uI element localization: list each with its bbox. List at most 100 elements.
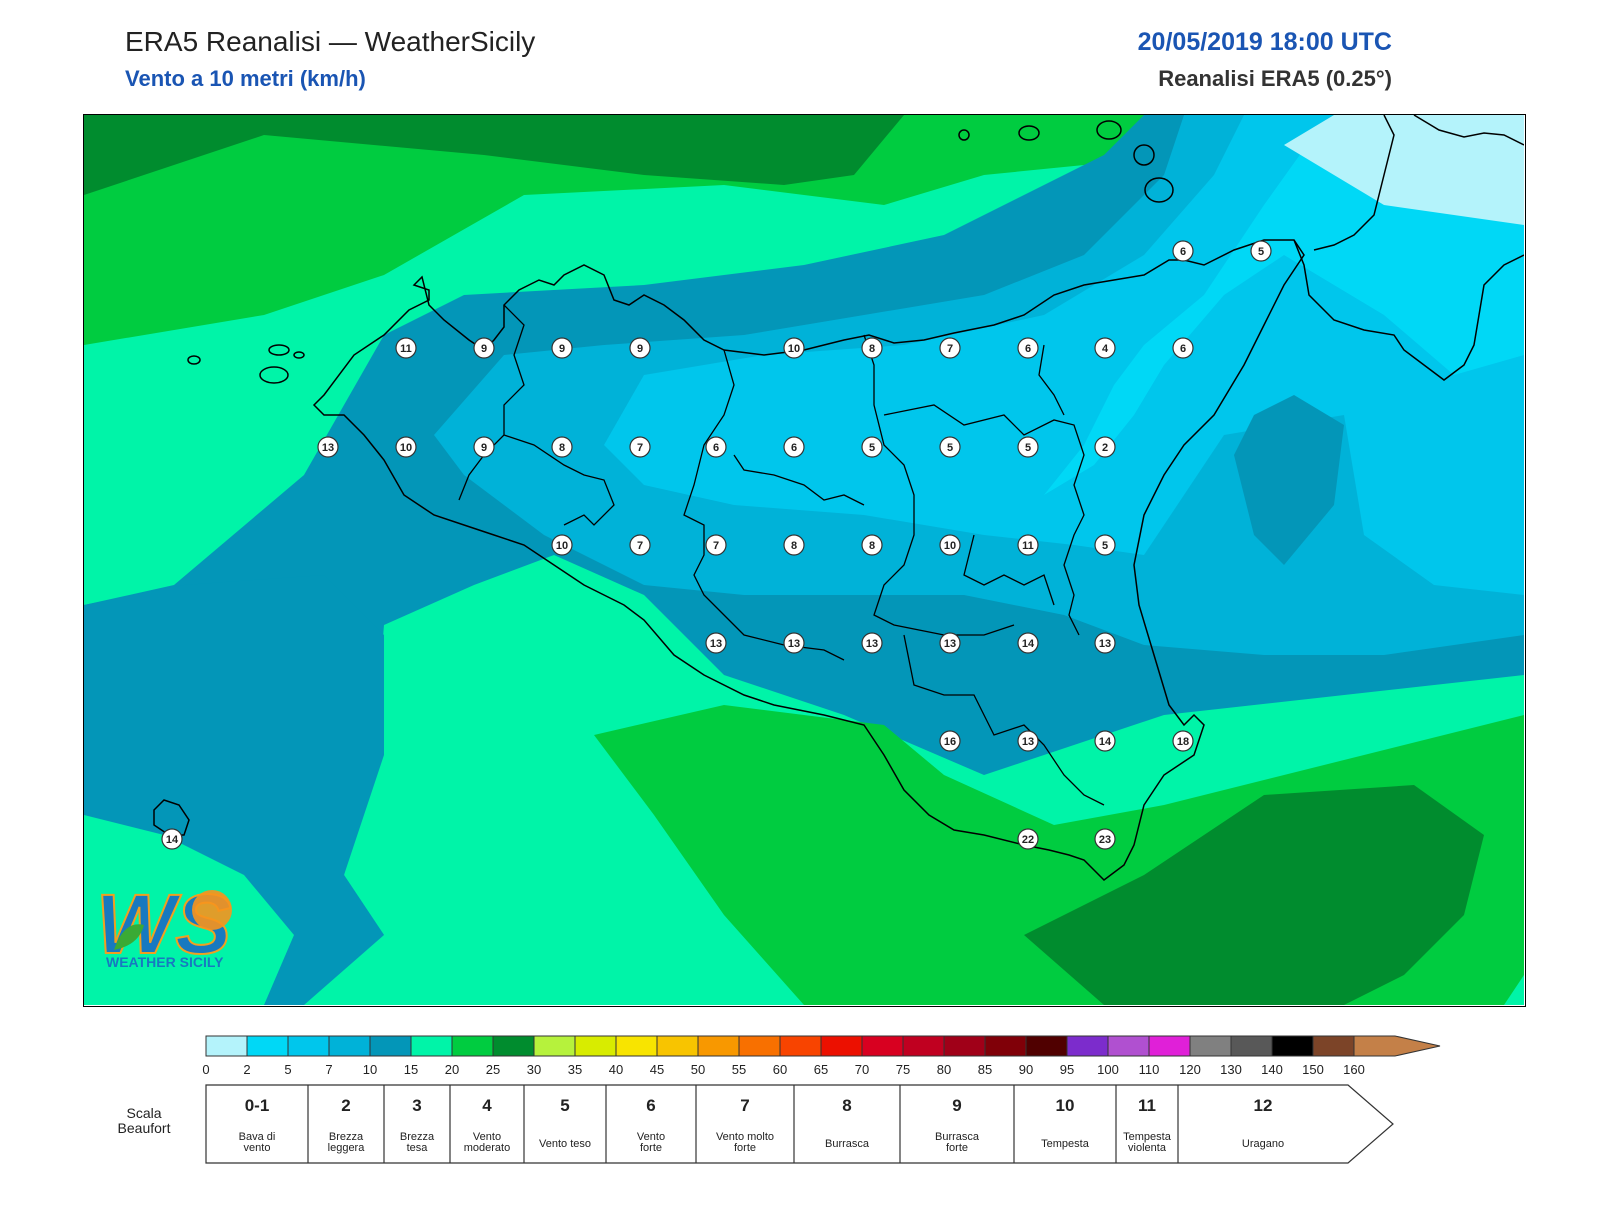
station-circle — [783, 534, 805, 556]
station-value: 13 — [944, 638, 956, 650]
station-marker: 6 — [1172, 240, 1194, 262]
beaufort-number: 0-1 — [245, 1096, 270, 1115]
station-circle — [395, 337, 417, 359]
station-circle — [1094, 730, 1116, 752]
calabria-coastline — [1293, 239, 1524, 381]
station-value: 6 — [791, 442, 797, 454]
colorbar-cell — [246, 1035, 289, 1057]
beaufort-name: Bava di vento — [239, 1131, 276, 1154]
station-value: 11 — [400, 343, 412, 355]
colorbar-tick: 140 — [1261, 1062, 1283, 1077]
station-marker: 6 — [783, 436, 805, 458]
station-value: 16 — [944, 736, 956, 748]
station-marker: 8 — [861, 534, 883, 556]
colorbar-tick: 110 — [1139, 1062, 1160, 1077]
station-circle — [1094, 436, 1116, 458]
station-circle — [861, 337, 883, 359]
station-value: 10 — [400, 442, 412, 454]
colorbar-tick: 150 — [1302, 1062, 1324, 1077]
station-circle — [551, 436, 573, 458]
colorbar-tick: 45 — [650, 1062, 664, 1077]
station-value: 6 — [713, 442, 719, 454]
data-source: Reanalisi ERA5 (0.25°) — [1158, 66, 1392, 91]
station-marker: 18 — [1172, 730, 1194, 752]
egadi-islands — [187, 344, 305, 384]
station-value: 10 — [556, 540, 568, 552]
station-marker: 13 — [939, 632, 961, 654]
beaufort-number: 9 — [952, 1096, 961, 1115]
colorbar-cell — [1230, 1035, 1273, 1057]
station-circle — [861, 534, 883, 556]
station-value: 10 — [788, 343, 800, 355]
colorbar-cell — [1148, 1035, 1191, 1057]
station-circle — [783, 632, 805, 654]
station-circle — [705, 436, 727, 458]
station-value: 14 — [166, 834, 179, 846]
station-value: 13 — [710, 638, 722, 650]
station-value: 9 — [637, 343, 643, 355]
station-circle — [705, 632, 727, 654]
colorbar-tick: 85 — [978, 1062, 992, 1077]
colorbar-tick: 55 — [732, 1062, 746, 1077]
colorbar-cell — [410, 1035, 453, 1057]
station-value: 5 — [1102, 540, 1108, 552]
station-value: 8 — [791, 540, 797, 552]
beaufort-name: Burrasca — [825, 1138, 870, 1150]
station-value: 5 — [947, 442, 953, 454]
station-circle — [1017, 534, 1039, 556]
station-marker: 7 — [939, 337, 961, 359]
station-value: 13 — [322, 442, 334, 454]
colorbar-tick: 75 — [896, 1062, 910, 1077]
station-value: 4 — [1102, 343, 1109, 355]
calabria-north — [1413, 115, 1524, 146]
colorbar-cell — [1189, 1035, 1232, 1057]
station-circle — [939, 337, 961, 359]
station-circle — [1017, 730, 1039, 752]
beaufort-name: Tempesta — [1041, 1138, 1090, 1150]
station-value: 8 — [559, 442, 565, 454]
colorbar-tick: 50 — [691, 1062, 705, 1077]
station-circle — [551, 534, 573, 556]
station-value: 5 — [869, 442, 875, 454]
station-circle — [551, 337, 573, 359]
colorbar-tick: 0 — [202, 1062, 209, 1077]
colorbar-cell — [1025, 1035, 1068, 1057]
station-marker: 14 — [161, 828, 183, 850]
station-circle — [783, 337, 805, 359]
beaufort-number: 7 — [740, 1096, 749, 1115]
wind-band-15-20-southwest — [84, 815, 294, 1005]
station-value: 18 — [1177, 736, 1189, 748]
station-marker: 2 — [1094, 436, 1116, 458]
station-marker: 13 — [1094, 632, 1116, 654]
logo-text: WEATHER SICILY — [106, 954, 224, 970]
station-marker: 5 — [861, 436, 883, 458]
colorbar-tick: 95 — [1060, 1062, 1074, 1077]
station-circle — [1172, 337, 1194, 359]
station-value: 7 — [947, 343, 953, 355]
colorbar-tick: 7 — [325, 1062, 332, 1077]
colorbar-tick: 5 — [284, 1062, 291, 1077]
station-marker: 10 — [395, 436, 417, 458]
colorbar-cell — [492, 1035, 535, 1057]
station-marker: 13 — [861, 632, 883, 654]
station-circle — [629, 436, 651, 458]
station-circle — [1094, 337, 1116, 359]
colorbar-tick: 100 — [1097, 1062, 1119, 1077]
beaufort-name: Tempesta violenta — [1123, 1131, 1172, 1154]
station-circle — [939, 632, 961, 654]
beaufort-number: 5 — [560, 1096, 569, 1115]
colorbar-cell — [1107, 1035, 1150, 1057]
station-value: 2 — [1102, 442, 1108, 454]
pantelleria-island — [153, 799, 190, 836]
station-marker: 8 — [551, 436, 573, 458]
station-marker: 16 — [939, 730, 961, 752]
station-marker: 7 — [629, 436, 651, 458]
station-marker: 13 — [705, 632, 727, 654]
colorbar-tick: 80 — [937, 1062, 951, 1077]
weathersicily-logo: WS WEATHER SICILY — [95, 876, 232, 972]
station-circle — [629, 337, 651, 359]
station-markers: 11 9 9 9 10 8 7 6 4 6 6 5 13 10 9 8 7 6 6 5 5 5 2 10 7 7 8 8 10 11 5 13… — [161, 240, 1272, 850]
colorbar-cell — [1312, 1035, 1355, 1057]
station-value: 9 — [481, 343, 487, 355]
beaufort-number: 8 — [842, 1096, 851, 1115]
